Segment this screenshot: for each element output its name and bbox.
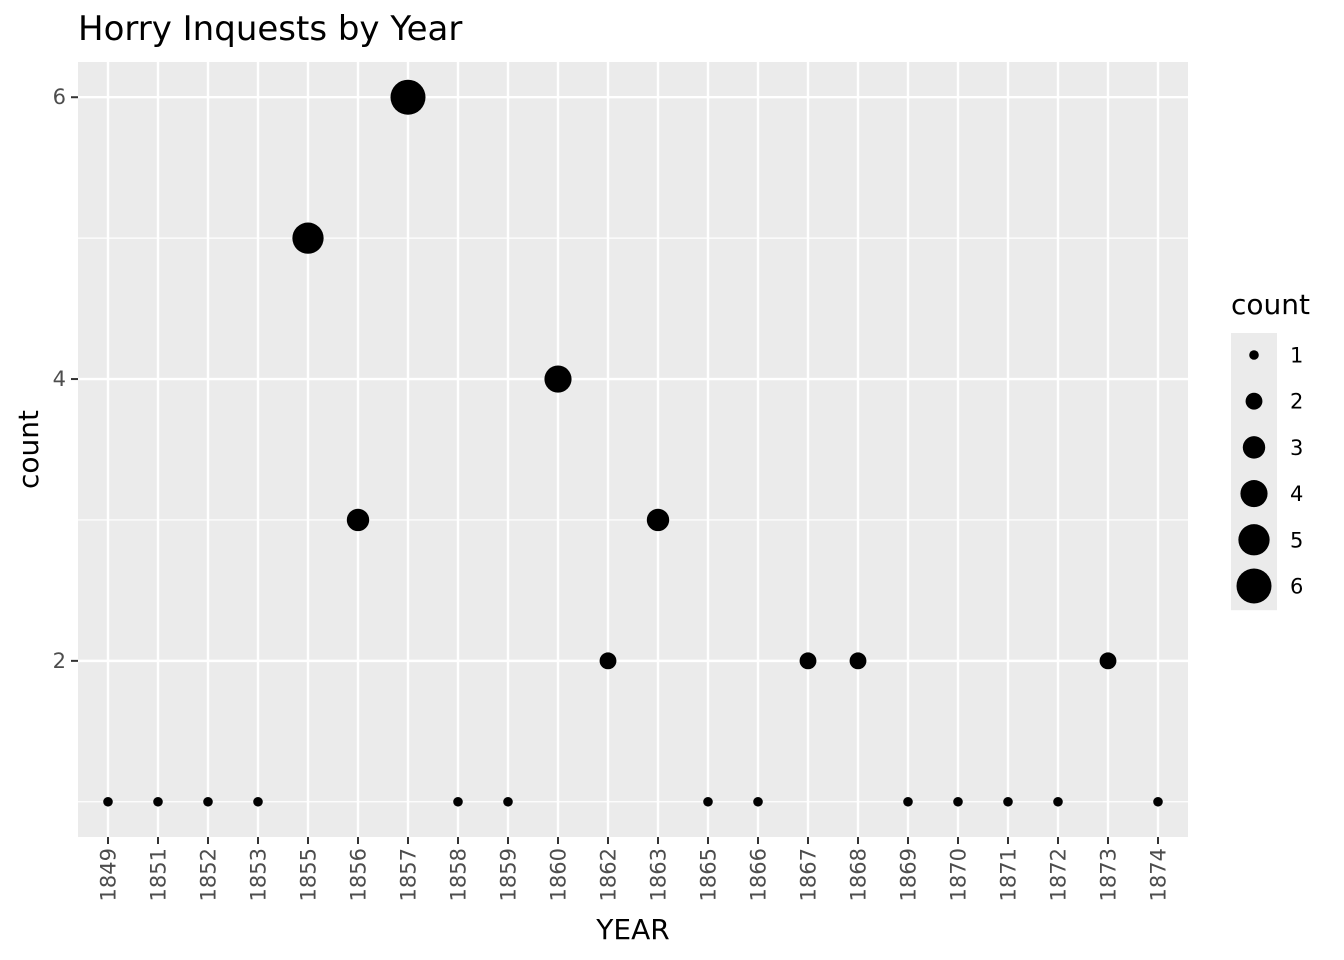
legend-title: count bbox=[1231, 288, 1310, 321]
data-point bbox=[253, 796, 263, 807]
data-point bbox=[544, 365, 572, 393]
y-tick-label: 2 bbox=[53, 649, 66, 673]
data-point bbox=[1053, 796, 1063, 807]
x-tick-label: 1849 bbox=[97, 848, 121, 901]
legend-key bbox=[1236, 568, 1272, 604]
x-tick-label: 1856 bbox=[347, 848, 371, 901]
x-tick-label: 1863 bbox=[647, 848, 671, 901]
x-tick-label: 1871 bbox=[997, 848, 1021, 901]
data-point bbox=[153, 796, 163, 807]
plot-panel bbox=[78, 62, 1188, 837]
x-tick-label: 1874 bbox=[1147, 848, 1171, 901]
data-point bbox=[292, 222, 324, 254]
data-point bbox=[646, 508, 670, 532]
legend-key bbox=[1245, 392, 1263, 410]
chart-title: Horry Inquests by Year bbox=[78, 9, 462, 49]
legend-label: 6 bbox=[1290, 575, 1303, 599]
x-tick-label: 1865 bbox=[697, 848, 721, 901]
x-tick-label: 1870 bbox=[947, 848, 971, 901]
legend-label: 5 bbox=[1290, 528, 1303, 552]
data-point bbox=[346, 508, 370, 532]
x-tick-label: 1868 bbox=[847, 848, 871, 901]
x-tick-label: 1873 bbox=[1097, 848, 1121, 901]
x-tick-label: 1855 bbox=[297, 848, 321, 901]
data-point bbox=[953, 796, 963, 807]
x-axis: 1849 1851 1852 1853 1855 1856 1857 1858 1859 1860… bbox=[97, 837, 1171, 901]
x-tick-label: 1860 bbox=[547, 848, 571, 901]
legend-key bbox=[1238, 524, 1270, 556]
data-point bbox=[103, 796, 113, 807]
y-axis-title: count bbox=[12, 410, 45, 489]
x-axis-title: YEAR bbox=[595, 913, 669, 946]
data-point bbox=[1099, 652, 1117, 670]
data-point bbox=[849, 652, 867, 670]
x-tick-label: 1859 bbox=[497, 848, 521, 901]
legend-label: 4 bbox=[1290, 482, 1303, 506]
legend-label: 1 bbox=[1290, 344, 1303, 368]
y-tick-label: 6 bbox=[53, 85, 66, 109]
x-tick-label: 1866 bbox=[747, 848, 771, 901]
x-tick-label: 1872 bbox=[1047, 848, 1071, 901]
x-tick-label: 1852 bbox=[197, 848, 221, 901]
data-point bbox=[453, 796, 463, 807]
y-tick-label: 4 bbox=[53, 367, 66, 391]
x-tick-label: 1862 bbox=[597, 848, 621, 901]
x-tick-label: 1867 bbox=[797, 848, 821, 901]
data-point bbox=[599, 652, 617, 670]
data-point bbox=[703, 796, 713, 807]
y-axis: 2 4 6 bbox=[53, 85, 78, 673]
legend-key-background bbox=[1231, 333, 1277, 611]
x-tick-label: 1869 bbox=[897, 848, 921, 901]
data-point bbox=[903, 796, 913, 807]
legend-label: 2 bbox=[1290, 390, 1303, 414]
x-tick-label: 1858 bbox=[447, 848, 471, 901]
data-point bbox=[753, 796, 763, 807]
data-point bbox=[1153, 796, 1163, 807]
legend-label: 3 bbox=[1290, 436, 1303, 460]
legend-key bbox=[1240, 480, 1268, 508]
data-point bbox=[799, 652, 817, 670]
x-tick-label: 1851 bbox=[147, 848, 171, 901]
data-point bbox=[203, 796, 213, 807]
x-tick-label: 1857 bbox=[397, 848, 421, 901]
data-point bbox=[503, 796, 513, 807]
legend-key bbox=[1242, 436, 1266, 459]
x-tick-label: 1853 bbox=[247, 848, 271, 901]
data-points bbox=[103, 79, 1163, 807]
data-point bbox=[390, 79, 426, 115]
size-legend: count 1 2 3 4 5 6 bbox=[1231, 288, 1310, 611]
data-point bbox=[1003, 796, 1013, 807]
legend-key bbox=[1249, 350, 1259, 360]
gridlines bbox=[78, 62, 1188, 837]
